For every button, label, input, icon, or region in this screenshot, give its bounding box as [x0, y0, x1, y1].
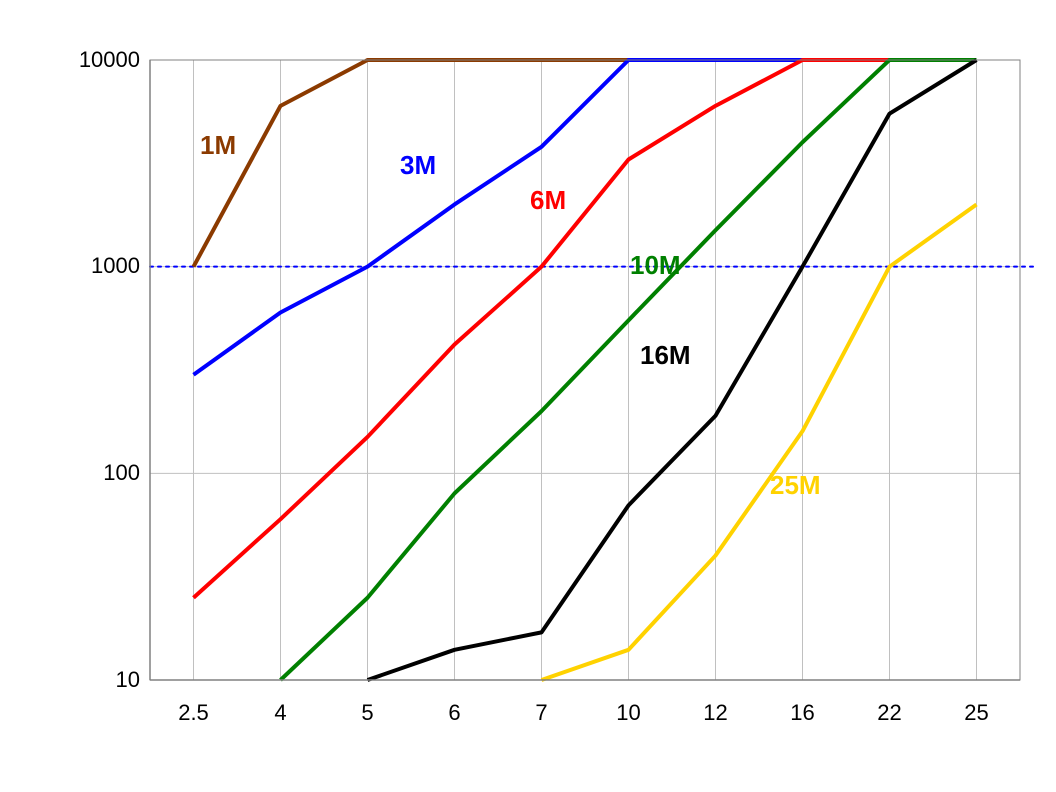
series-label-6M: 6M: [530, 185, 566, 216]
series-label-1M: 1M: [200, 130, 236, 161]
x-tick-label: 10: [616, 700, 640, 726]
x-tick-label: 5: [361, 700, 373, 726]
x-tick-label: 16: [790, 700, 814, 726]
x-tick-label: 4: [274, 700, 286, 726]
y-tick-label: 100: [103, 460, 140, 486]
series-label-25M: 25M: [770, 470, 821, 501]
x-tick-label: 12: [703, 700, 727, 726]
x-tick-label: 6: [448, 700, 460, 726]
beta-ratio-chart: Beta Ratio* per Micron Size µm[c] Beta R…: [0, 0, 1056, 792]
x-tick-label: 22: [877, 700, 901, 726]
y-tick-label: 10: [116, 667, 140, 693]
series-label-3M: 3M: [400, 150, 436, 181]
plot-area: [0, 0, 1056, 792]
y-tick-label: 1000: [91, 253, 140, 279]
series-label-16M: 16M: [640, 340, 691, 371]
x-tick-label: 25: [964, 700, 988, 726]
x-tick-label: 7: [535, 700, 547, 726]
y-tick-label: 10000: [79, 47, 140, 73]
series-label-10M: 10M: [630, 250, 681, 281]
x-tick-label: 2.5: [178, 700, 209, 726]
